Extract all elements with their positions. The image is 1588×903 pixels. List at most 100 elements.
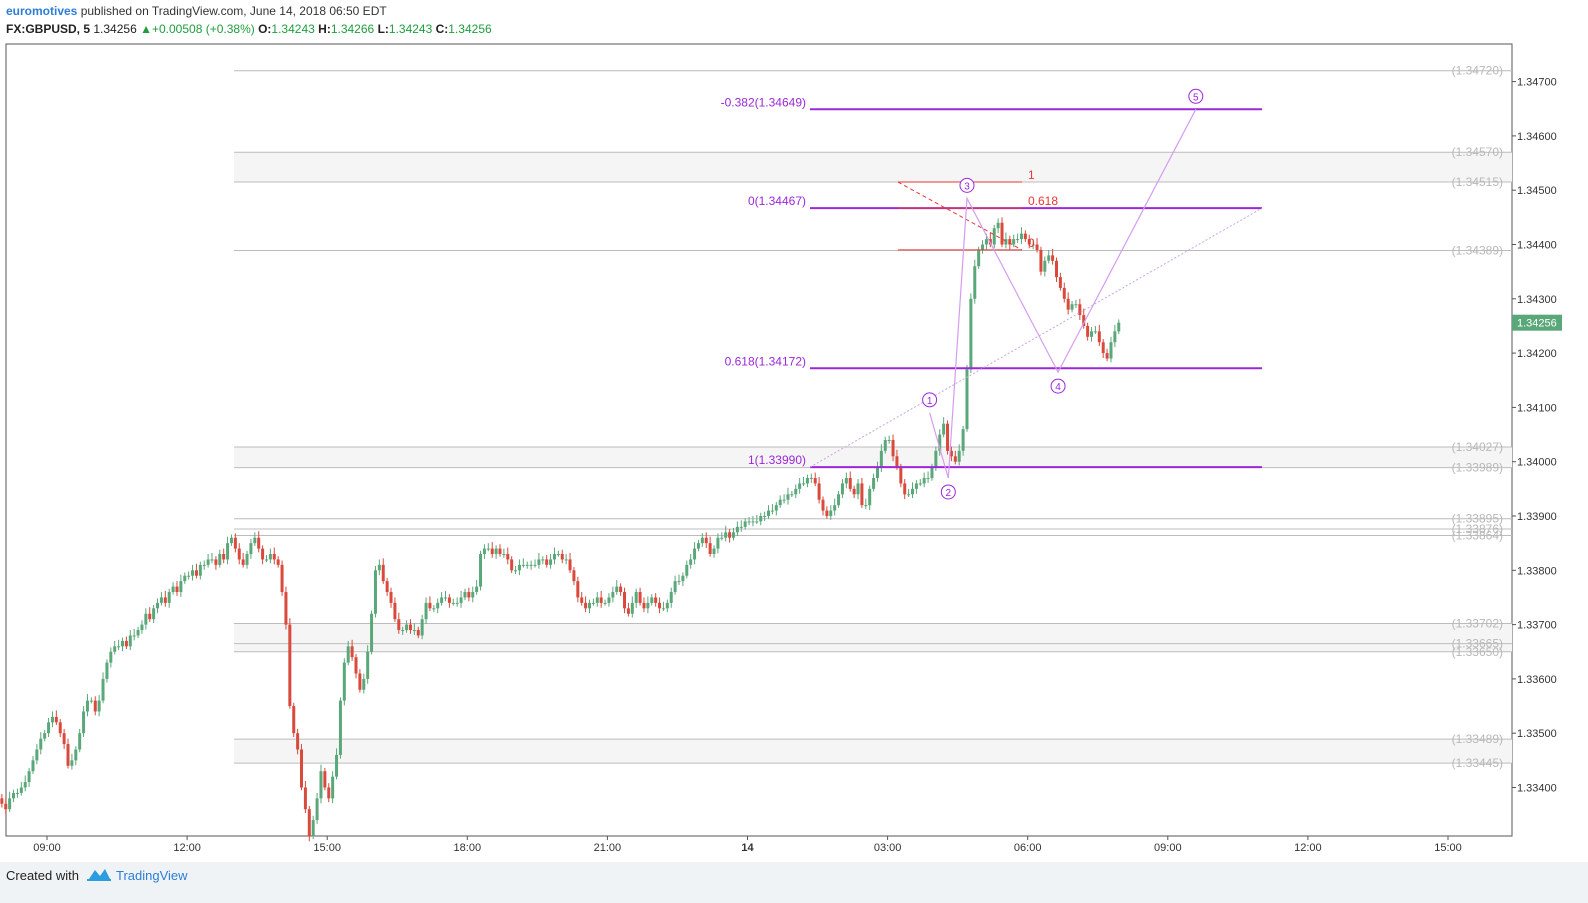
candle-body: [584, 602, 588, 609]
candle-body: [482, 548, 486, 555]
candle-body: [564, 559, 568, 561]
x-tick-label: 03:00: [874, 842, 902, 854]
low-value: 1.34243: [388, 22, 433, 36]
candle-body: [50, 716, 54, 723]
tradingview-brand-link[interactable]: TradingView: [116, 868, 188, 883]
candle-body: [654, 597, 658, 603]
y-tick-label: 1.34500: [1517, 185, 1557, 197]
candle-body: [120, 640, 124, 647]
candle-body: [661, 608, 665, 610]
candle-body: [611, 592, 615, 598]
candle-body: [342, 662, 346, 701]
candle-body: [938, 434, 942, 451]
close-label: C:: [435, 22, 449, 36]
author-link[interactable]: euromotives: [6, 4, 78, 18]
x-tick-label: 09:00: [33, 842, 61, 854]
candle-body: [405, 624, 409, 631]
candle-body: [895, 456, 899, 468]
candle-body: [942, 423, 946, 435]
zone-band: [234, 739, 1512, 764]
candle-body: [292, 706, 296, 734]
candle-body: [436, 602, 440, 609]
candle-body: [1016, 239, 1020, 241]
candle-body: [782, 499, 786, 501]
candle-body: [887, 439, 891, 441]
low-label: L:: [377, 22, 389, 36]
candle-body: [346, 646, 350, 663]
candle-body: [821, 499, 825, 511]
candle-body: [922, 477, 926, 484]
candle-body: [296, 733, 300, 750]
candle-body: [385, 581, 389, 593]
candle-body: [603, 602, 607, 604]
candle-body: [607, 597, 611, 603]
candle-body: [541, 559, 545, 561]
candle-body: [626, 608, 630, 614]
candle-body: [229, 537, 233, 544]
candle-body: [1113, 331, 1117, 343]
y-tick-label: 1.33800: [1517, 565, 1557, 577]
candle-body: [1105, 353, 1109, 359]
candle-body: [471, 592, 475, 598]
candle-body: [743, 521, 747, 527]
candle-body: [214, 559, 218, 565]
wave-label-circle: [959, 177, 975, 193]
candle-body: [977, 249, 981, 267]
candle-body: [576, 581, 580, 598]
candle-body: [868, 488, 872, 506]
candle-body: [432, 608, 436, 610]
candle-body: [241, 559, 245, 565]
x-tick-label: 18:00: [454, 842, 482, 854]
candle-body: [140, 624, 144, 631]
candle-body: [704, 537, 708, 544]
candle-body: [66, 744, 70, 766]
candle-body: [475, 586, 479, 593]
candle-body: [327, 787, 331, 799]
candle-body: [619, 586, 623, 593]
candle-body: [226, 543, 230, 560]
candle-body: [163, 597, 167, 603]
candle-body: [1004, 239, 1008, 245]
x-tick-label: 21:00: [594, 842, 622, 854]
wave-label: 5: [1193, 92, 1199, 103]
candle-body: [245, 554, 249, 565]
candle-body: [1117, 322, 1121, 332]
candle-body: [949, 450, 953, 457]
candle-body: [720, 537, 724, 539]
fib-retracement-trendline: [897, 181, 1023, 251]
high-value: 1.34266: [330, 22, 375, 36]
candle-body: [354, 657, 358, 674]
candle-body: [486, 548, 490, 550]
candle-body: [934, 450, 938, 468]
x-tick-label: 06:00: [1014, 842, 1042, 854]
candle-body: [965, 369, 969, 430]
tradingview-logo-icon[interactable]: [86, 866, 112, 885]
candle-body: [78, 733, 82, 750]
level-label: (1.33864): [1452, 529, 1503, 543]
candle-body: [401, 630, 405, 632]
zone-band: [234, 447, 1512, 468]
candle-body: [763, 516, 767, 517]
wave-label-circle: [940, 484, 956, 500]
level-label: (1.33989): [1452, 461, 1503, 475]
candle-body: [751, 521, 755, 523]
candle-body: [1031, 244, 1035, 246]
fib-retracement-label: 1: [1028, 168, 1035, 182]
candle-body: [961, 429, 965, 451]
candle-body: [1062, 287, 1066, 299]
candle-body: [167, 592, 171, 603]
candle-body: [969, 298, 973, 370]
level-label: (1.34720): [1452, 64, 1503, 78]
candle-body: [381, 564, 385, 582]
candle-body: [747, 521, 751, 523]
candle-body: [1086, 325, 1090, 337]
price-chart[interactable]: (1.34720) (1.34570) (1.34515) (1.34389) (1.3…: [0, 40, 1588, 862]
candle-body: [848, 477, 852, 489]
candle-body: [992, 228, 996, 245]
candle-body: [58, 722, 62, 734]
candle-body: [498, 548, 502, 555]
candle-body: [591, 602, 595, 604]
y-tick-label: 1.33700: [1517, 620, 1557, 632]
candle-body: [813, 477, 817, 484]
candle-body: [362, 678, 366, 690]
